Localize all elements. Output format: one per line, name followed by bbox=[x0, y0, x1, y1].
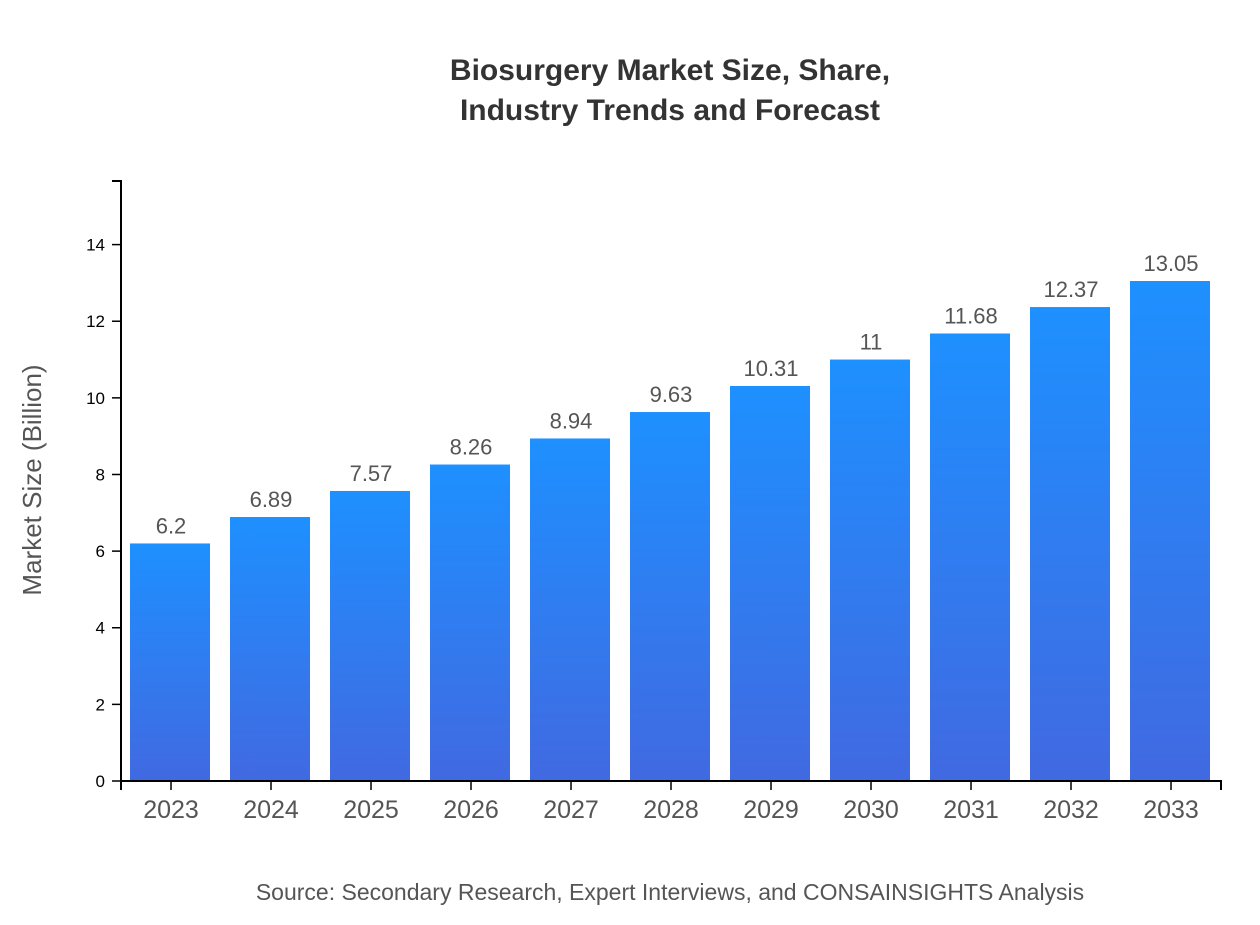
data-label-2033: 13.05 bbox=[1143, 251, 1198, 276]
bar-2031 bbox=[930, 333, 1010, 781]
y-tick-label: 2 bbox=[96, 695, 105, 714]
x-axis: 2023 2024 2025 2026 2027 2028 2029 2030 2031 2032… bbox=[120, 780, 1222, 824]
bar-2029 bbox=[730, 385, 810, 781]
x-tick-label-2027: 2027 bbox=[543, 796, 599, 824]
x-tick-label-2030: 2030 bbox=[843, 796, 899, 824]
chart-title-line-2: Industry Trends and Forecast bbox=[460, 94, 880, 127]
y-tick-label: 10 bbox=[86, 389, 105, 408]
data-label-2023: 6.2 bbox=[156, 513, 187, 538]
source-note: Source: Secondary Research, Expert Inter… bbox=[256, 879, 1084, 905]
data-label-2027: 8.94 bbox=[550, 408, 593, 433]
y-tick-label: 8 bbox=[96, 465, 105, 484]
data-label-2025: 7.57 bbox=[350, 461, 393, 486]
y-tick-label: 14 bbox=[86, 236, 105, 255]
data-label-2029: 10.31 bbox=[743, 356, 798, 381]
y-tick-label: 0 bbox=[96, 772, 105, 791]
data-label-2024: 6.89 bbox=[250, 487, 293, 512]
x-tick-label-2026: 2026 bbox=[443, 796, 499, 824]
bar-2028 bbox=[630, 412, 710, 781]
x-tick-label-2029: 2029 bbox=[743, 796, 799, 824]
data-label-2032: 12.37 bbox=[1043, 277, 1098, 302]
bar-2025 bbox=[330, 490, 410, 781]
bar-2027 bbox=[530, 438, 610, 781]
data-label-2031: 11.68 bbox=[944, 303, 997, 328]
x-tick-label-2033: 2033 bbox=[1143, 796, 1199, 824]
bar-2026 bbox=[430, 464, 510, 781]
chart-title-line-1: Biosurgery Market Size, Share, bbox=[450, 54, 890, 87]
bar-2032 bbox=[1030, 307, 1110, 781]
x-tick-label-2024: 2024 bbox=[243, 796, 299, 824]
bar-2030 bbox=[830, 359, 910, 781]
bar-2033 bbox=[1130, 281, 1210, 781]
y-tick-label: 4 bbox=[96, 619, 105, 638]
x-tick-label-2031: 2031 bbox=[943, 796, 999, 824]
x-tick-label-2023: 2023 bbox=[143, 796, 199, 824]
y-tick-label: 12 bbox=[86, 312, 105, 331]
data-label-2026: 8.26 bbox=[450, 435, 493, 460]
y-axis: 0 2 4 6 8 10 12 14 bbox=[86, 180, 122, 791]
bar-2023 bbox=[130, 543, 210, 781]
x-tick-label-2025: 2025 bbox=[343, 796, 399, 824]
y-axis-label: Market Size (Billion) bbox=[17, 364, 47, 595]
data-label-2030: 11 bbox=[860, 330, 883, 355]
bar-2024 bbox=[230, 517, 310, 781]
x-tick-label-2032: 2032 bbox=[1043, 796, 1099, 824]
y-tick-label: 6 bbox=[96, 542, 105, 561]
y-axis-line bbox=[112, 180, 122, 781]
data-label-2028: 9.63 bbox=[650, 382, 693, 407]
x-tick-label-2028: 2028 bbox=[643, 796, 699, 824]
